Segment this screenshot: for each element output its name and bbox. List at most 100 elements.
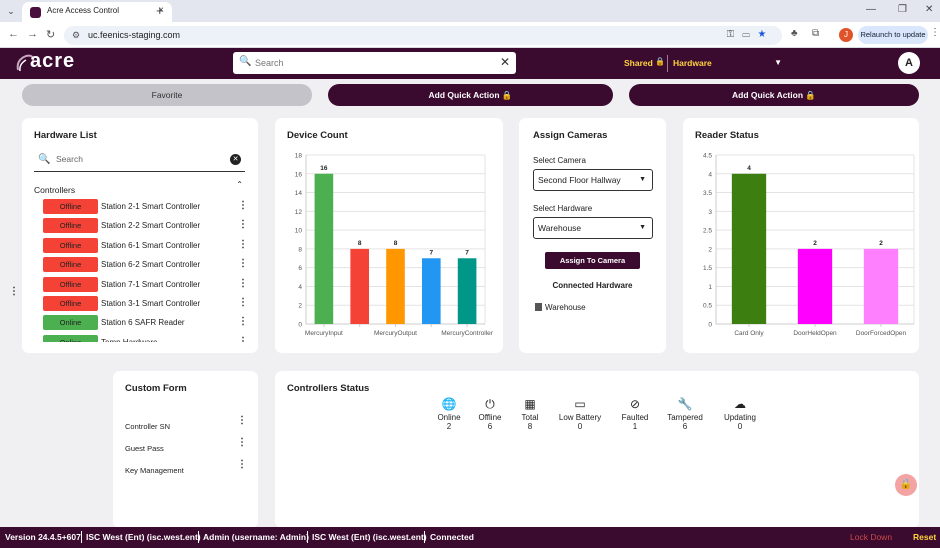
footer-separator xyxy=(81,531,82,543)
maximize-icon[interactable]: ❐ xyxy=(898,4,907,15)
status-badge: Online xyxy=(43,315,98,331)
browser-tabstrip: ⌄ Acre Access Control × + — ❐ ✕ xyxy=(0,0,940,22)
bar-value-label: 7 xyxy=(465,249,469,256)
hardware-dropdown[interactable]: Hardware ▼ xyxy=(673,55,785,72)
favorite-button[interactable]: Favorite xyxy=(22,84,312,106)
chart-bar xyxy=(731,173,767,324)
status-metric[interactable]: ⏻ Offline 6 xyxy=(460,397,520,431)
global-search-input[interactable] xyxy=(255,55,495,71)
new-tab-icon[interactable]: + xyxy=(156,3,164,18)
hardware-name: Station 3-1 Smart Controller xyxy=(101,298,201,308)
browser-menu-icon[interactable]: ⋮ xyxy=(930,27,940,38)
hardware-list-item[interactable]: Offline Station 2-2 Smart Controller ⋮ xyxy=(42,217,252,236)
camera-select[interactable]: Second Floor Hallway ▼ xyxy=(533,169,653,191)
x-tick-label: Card Only xyxy=(734,330,764,337)
lock-down-button[interactable]: Lock Down xyxy=(850,532,893,542)
cast-icon[interactable]: ▭ xyxy=(742,29,758,40)
window-close-icon[interactable]: ✕ xyxy=(925,4,934,15)
controllers-status-card: Controllers Status 🌐 Online 2 ⏻ Offline 6 ▦ Tot… xyxy=(275,371,919,528)
hardware-search-input[interactable] xyxy=(56,154,226,164)
hardware-name: Station 2-2 Smart Controller xyxy=(101,221,201,231)
hardware-list-item[interactable]: Offline Station 6-1 Smart Controller ⋮ xyxy=(42,237,252,256)
reset-button[interactable]: Reset xyxy=(913,532,937,542)
assign-cameras-card: Assign Cameras Select Camera Second Floo… xyxy=(519,118,666,353)
more-options-icon[interactable]: ⋮ xyxy=(237,459,247,470)
more-options-icon[interactable]: ⋮ xyxy=(238,316,248,328)
chart-bar xyxy=(350,248,370,324)
status-metric[interactable]: ☁ Updating 0 xyxy=(710,397,770,431)
more-options-icon[interactable]: ⋮ xyxy=(238,219,248,231)
bar-value-label: 2 xyxy=(813,240,817,247)
tab-search-chevron-icon[interactable]: ⌄ xyxy=(7,6,15,16)
lock-icon: 🔒 xyxy=(805,90,816,100)
custom-form-item[interactable]: Guest Pass ⋮ xyxy=(125,437,247,453)
custom-form-item[interactable]: Controller SN ⋮ xyxy=(125,415,247,431)
chart-bar xyxy=(863,248,899,324)
more-options-icon[interactable]: ⋮ xyxy=(238,335,248,342)
bookmark-star-icon[interactable]: ★ xyxy=(757,29,774,40)
chevron-up-icon[interactable]: ⌃ xyxy=(236,180,243,189)
more-options-icon[interactable]: ⋮ xyxy=(237,437,247,448)
tab-close-icon[interactable]: × xyxy=(158,5,164,16)
blocked-icon: ⊘ xyxy=(629,397,641,411)
x-tick-label: DoorHeldOpen xyxy=(793,330,837,337)
extensions-puzzle-icon[interactable]: ⧉ xyxy=(812,28,820,39)
add-quick-action-button[interactable]: Add Quick Action 🔒 xyxy=(629,84,919,106)
search-icon: 🔍 xyxy=(38,154,51,165)
url-text[interactable]: uc.feenics-staging.com xyxy=(88,30,181,40)
browser-tab[interactable]: Acre Access Control × xyxy=(22,2,172,22)
side-menu-kebab-icon[interactable]: ⋮ xyxy=(9,286,19,297)
status-metric[interactable]: ▭ Low Battery 0 xyxy=(550,397,610,431)
reload-icon[interactable]: ↻ xyxy=(46,29,56,41)
omnibox[interactable]: ⚙ uc.feenics-staging.com ⚿▭★ xyxy=(64,26,782,45)
more-options-icon[interactable]: ⋮ xyxy=(238,238,248,250)
y-tick-label: 4.5 xyxy=(703,153,712,160)
lock-fab-icon[interactable]: 🔒 xyxy=(895,474,917,496)
connected-hardware-item[interactable]: Warehouse xyxy=(535,303,586,312)
status-metric[interactable]: ▦ Total 8 xyxy=(500,397,560,431)
logo-text: acre xyxy=(30,50,76,72)
clear-search-icon[interactable]: ✕ xyxy=(499,55,510,69)
more-options-icon[interactable]: ⋮ xyxy=(238,277,248,289)
hardware-search[interactable]: 🔍 ✕ xyxy=(34,150,245,172)
site-info-icon[interactable]: ⚙ xyxy=(72,30,81,40)
hardware-list-item[interactable]: Offline Station 3-1 Smart Controller ⋮ xyxy=(42,295,252,314)
back-icon[interactable]: ← xyxy=(8,28,19,40)
y-tick-label: 3.5 xyxy=(703,190,712,197)
status-badge: Offline xyxy=(43,237,98,253)
status-metric[interactable]: ⊘ Faulted 1 xyxy=(605,397,665,431)
y-tick-label: 2 xyxy=(298,303,302,310)
more-options-icon[interactable]: ⋮ xyxy=(238,258,248,270)
more-options-icon[interactable]: ⋮ xyxy=(238,200,248,211)
more-options-icon[interactable]: ⋮ xyxy=(238,296,248,308)
hardware-list-item[interactable]: Online Station 6 SAFR Reader ⋮ xyxy=(42,314,252,333)
relaunch-button[interactable]: Relaunch to update xyxy=(858,26,928,44)
add-quick-action-button[interactable]: Add Quick Action 🔒 xyxy=(328,84,613,106)
status-metric-label: Online xyxy=(437,413,461,422)
controllers-section-header[interactable]: Controllers ⌃ xyxy=(34,180,245,195)
status-metric-label: Low Battery xyxy=(558,413,602,422)
hardware-list-item[interactable]: Offline Station 2-1 Smart Controller ⋮ xyxy=(42,198,252,217)
custom-form-item[interactable]: Key Management ⋮ xyxy=(125,459,247,475)
clear-search-icon[interactable]: ✕ xyxy=(230,154,241,165)
extension-leaf-icon[interactable]: ♣ xyxy=(791,28,798,39)
status-metric-label: Updating xyxy=(723,413,757,422)
minimize-icon[interactable]: — xyxy=(866,4,876,15)
wrench-icon: 🔧 xyxy=(677,397,693,411)
hardware-list-item[interactable]: OnlineTemp Hardware ⋮ xyxy=(42,334,252,342)
camera-select-value: Second Floor Hallway xyxy=(538,175,621,185)
key-icon[interactable]: ⚿ xyxy=(726,29,743,40)
hardware-list-item[interactable]: Offline Station 7-1 Smart Controller ⋮ xyxy=(42,276,252,295)
status-metric[interactable]: 🔧 Tampered 6 xyxy=(655,397,715,431)
profile-avatar[interactable]: J xyxy=(839,28,853,42)
shared-label[interactable]: Shared xyxy=(624,58,653,68)
y-tick-label: 18 xyxy=(295,153,303,160)
assign-to-camera-button[interactable]: Assign To Camera xyxy=(545,252,640,269)
hardware-list-item[interactable]: Offline Station 6-2 Smart Controller ⋮ xyxy=(42,256,252,275)
more-options-icon[interactable]: ⋮ xyxy=(237,415,247,426)
forward-icon[interactable]: → xyxy=(27,28,38,40)
status-metric[interactable]: 🌐 Online 2 xyxy=(419,397,479,431)
global-search[interactable]: 🔍 ✕ xyxy=(233,52,516,74)
user-avatar[interactable]: A xyxy=(898,52,920,74)
hardware-select[interactable]: Warehouse ▼ xyxy=(533,217,653,239)
